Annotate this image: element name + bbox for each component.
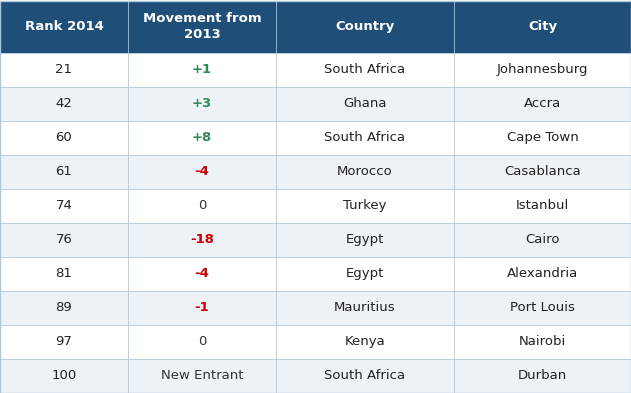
Text: Durban: Durban	[518, 369, 567, 382]
Bar	[0, 257, 128, 290]
Bar	[128, 121, 276, 154]
Bar	[128, 53, 276, 86]
Text: 97: 97	[56, 335, 73, 348]
Bar	[276, 358, 454, 393]
Bar	[0, 86, 128, 121]
Bar	[276, 0, 454, 53]
Bar	[276, 222, 454, 257]
Text: South Africa: South Africa	[324, 131, 406, 144]
Bar	[454, 53, 631, 86]
Text: 42: 42	[56, 97, 73, 110]
Text: 21: 21	[56, 63, 73, 76]
Bar	[128, 86, 276, 121]
Text: Morocco: Morocco	[337, 165, 393, 178]
Text: New Entrant: New Entrant	[161, 369, 243, 382]
Text: +8: +8	[192, 131, 212, 144]
Text: -4: -4	[194, 165, 209, 178]
Text: Cairo: Cairo	[525, 233, 560, 246]
Text: -4: -4	[194, 267, 209, 280]
Bar	[128, 154, 276, 189]
Text: Egypt: Egypt	[346, 233, 384, 246]
Text: Istanbul: Istanbul	[516, 199, 569, 212]
Text: Nairobi: Nairobi	[519, 335, 566, 348]
Text: -1: -1	[194, 301, 209, 314]
Bar	[276, 86, 454, 121]
Bar	[0, 53, 128, 86]
Bar	[128, 358, 276, 393]
Text: Movement from
2013: Movement from 2013	[143, 13, 261, 40]
Text: Johannesburg: Johannesburg	[497, 63, 588, 76]
Text: 76: 76	[56, 233, 73, 246]
Text: -18: -18	[190, 233, 214, 246]
Text: City: City	[528, 20, 557, 33]
Text: Rank 2014: Rank 2014	[25, 20, 103, 33]
Bar	[128, 325, 276, 358]
Bar	[0, 222, 128, 257]
Bar	[454, 222, 631, 257]
Bar	[454, 257, 631, 290]
Text: 81: 81	[56, 267, 73, 280]
Bar	[128, 222, 276, 257]
Bar	[128, 0, 276, 53]
Text: 0: 0	[198, 335, 206, 348]
Text: Kenya: Kenya	[345, 335, 386, 348]
Bar	[128, 290, 276, 325]
Text: 61: 61	[56, 165, 73, 178]
Bar	[276, 290, 454, 325]
Bar	[0, 290, 128, 325]
Bar	[0, 154, 128, 189]
Bar	[128, 189, 276, 222]
Bar	[276, 189, 454, 222]
Bar	[0, 0, 128, 53]
Text: 89: 89	[56, 301, 73, 314]
Text: Accra: Accra	[524, 97, 561, 110]
Bar	[454, 358, 631, 393]
Bar	[454, 86, 631, 121]
Bar	[0, 121, 128, 154]
Bar	[454, 290, 631, 325]
Text: Casablanca: Casablanca	[504, 165, 581, 178]
Bar	[276, 154, 454, 189]
Bar	[128, 257, 276, 290]
Bar	[276, 121, 454, 154]
Bar	[276, 53, 454, 86]
Text: South Africa: South Africa	[324, 369, 406, 382]
Text: Alexandria: Alexandria	[507, 267, 578, 280]
Text: Mauritius: Mauritius	[334, 301, 396, 314]
Bar	[0, 358, 128, 393]
Bar	[454, 325, 631, 358]
Text: Ghana: Ghana	[343, 97, 387, 110]
Bar	[454, 189, 631, 222]
Text: 100: 100	[51, 369, 76, 382]
Text: 60: 60	[56, 131, 73, 144]
Text: Egypt: Egypt	[346, 267, 384, 280]
Text: South Africa: South Africa	[324, 63, 406, 76]
Bar	[0, 325, 128, 358]
Text: Turkey: Turkey	[343, 199, 387, 212]
Bar	[0, 189, 128, 222]
Text: 0: 0	[198, 199, 206, 212]
Bar	[276, 257, 454, 290]
Text: +3: +3	[192, 97, 212, 110]
Text: +1: +1	[192, 63, 212, 76]
Bar	[454, 121, 631, 154]
Text: Port Louis: Port Louis	[510, 301, 575, 314]
Text: Country: Country	[335, 20, 394, 33]
Text: Cape Town: Cape Town	[507, 131, 579, 144]
Bar	[276, 325, 454, 358]
Text: 74: 74	[56, 199, 73, 212]
Bar	[454, 0, 631, 53]
Bar	[454, 154, 631, 189]
